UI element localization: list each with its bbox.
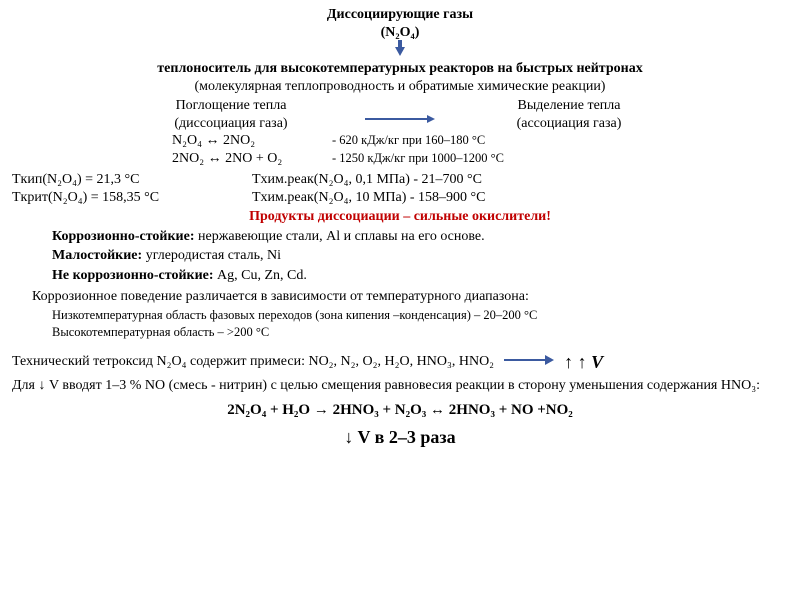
- purpose-line: теплоноситель для высокотемпературных ре…: [12, 60, 788, 78]
- technical-tetroxide-line: Технический тетроксид N₂O₄ содержит прим…: [12, 353, 494, 371]
- reaction-2-conditions: - 1250 кДж/кг при 1000–1200 °С: [332, 150, 504, 168]
- heat-release-label: Выделение тепла: [469, 97, 669, 115]
- reaction-1: N₂O₄ ↔ 2NO₂: [172, 132, 332, 150]
- main-title: Диссоциирующие газы: [12, 6, 788, 24]
- right-arrow-icon: [361, 97, 439, 132]
- corrosion-behavior-note: Коррозионное поведение различается в зав…: [32, 288, 788, 306]
- nitrin-explanation: Для ↓ V вводят 1–3 % NO (смесь - нитрин)…: [12, 377, 788, 395]
- oxidizer-warning: Продукты диссоциации – сильные окислител…: [12, 208, 788, 226]
- low-resistant-label: Малостойкие:: [52, 248, 142, 263]
- down-arrow-icon: [12, 44, 788, 58]
- chem-reaction-temp-2: Tхим.реак(N₂O₄, 10 МПа) - 158–900 °С: [252, 189, 485, 207]
- chem-reaction-temp-1: Tхим.реак(N₂O₄, 0,1 МПа) - 21–700 °С: [252, 171, 485, 189]
- implies-arrow-icon: [504, 353, 554, 371]
- heat-absorption-sub: (диссоциация газа): [131, 115, 331, 133]
- low-temp-zone: Низкотемпературная область фазовых перех…: [52, 308, 788, 324]
- high-temp-zone: Высокотемпературная область – >200 °С: [52, 325, 788, 341]
- v-increase-symbol: ↑ ↑ V: [564, 351, 603, 374]
- boiling-temp: Tкип(N₂O₄) = 21,3 °С: [12, 171, 252, 189]
- v-decrease-summary: ↓ V в 2–3 раза: [12, 426, 788, 449]
- subtitle-formula: (N₂O₄): [12, 24, 788, 42]
- low-resistant-value: углеродистая сталь, Ni: [142, 248, 281, 263]
- corrosion-resistant-value: нержавеющие стали, Al и сплавы на его ос…: [195, 229, 485, 244]
- critical-temp: Tкрит(N₂O₄) = 158,35 °С: [12, 189, 252, 207]
- not-resistant-label: Не коррозионно-стойкие:: [52, 268, 214, 283]
- corrosion-resistant-label: Коррозионно-стойкие:: [52, 229, 195, 244]
- final-reaction-equation: 2N₂O₄ + H₂O → 2HNO₃ + N₂O₃ ↔ 2HNO₃ + NO …: [12, 401, 788, 420]
- heat-absorption-label: Поглощение тепла: [131, 97, 331, 115]
- heat-release-sub: (ассоциация газа): [469, 115, 669, 133]
- reaction-2: 2NO₂ ↔ 2NO + O₂: [172, 150, 332, 168]
- reaction-1-conditions: - 620 кДж/кг при 160–180 °С: [332, 132, 485, 150]
- not-resistant-value: Ag, Cu, Zn, Cd.: [214, 268, 307, 283]
- purpose-subline: (молекулярная теплопроводность и обратим…: [12, 78, 788, 96]
